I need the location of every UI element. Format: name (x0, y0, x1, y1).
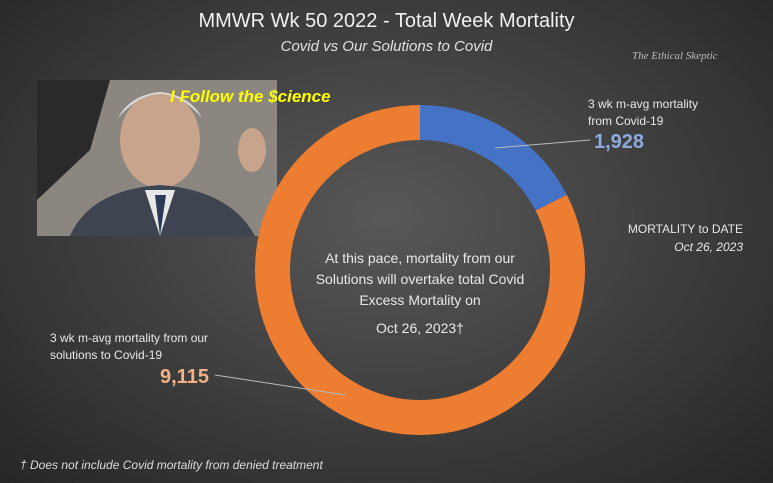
center-date: Oct 26, 2023† (376, 320, 464, 336)
annotation-label: MORTALITY to DATE (627, 222, 743, 236)
value-label: 1,928 (594, 131, 645, 153)
leader-line (214, 374, 346, 396)
category-label: 3 wk m-avg mortality from Covid-19 (588, 97, 699, 128)
watermark: The Ethical Skeptic (632, 50, 718, 62)
chart-title: MMWR Wk 50 2022 - Total Week Mortality (198, 10, 575, 32)
category-label: 3 wk m-avg mortality from our solutions … (50, 331, 209, 362)
leader-line (494, 139, 591, 149)
annotation-date: Oct 26, 2023 (674, 240, 743, 254)
donut-segment (420, 105, 567, 211)
center-text: At this pace, mortality from our Solutio… (315, 250, 525, 308)
footnote: † Does not include Covid mortality from … (20, 458, 323, 472)
chart-subtitle: Covid vs Our Solutions to Covid (280, 38, 493, 55)
photo-caption: I Follow the $cience (170, 87, 331, 106)
photo (37, 80, 277, 236)
value-label: 9,115 (160, 366, 209, 388)
